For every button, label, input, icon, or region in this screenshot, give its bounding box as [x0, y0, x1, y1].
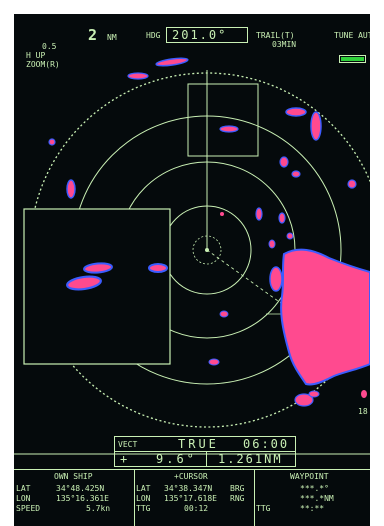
tune-level-bar[interactable]	[339, 55, 366, 63]
cursor-lon-value: 135°17.618E	[164, 494, 217, 503]
echo-s-1	[219, 310, 229, 318]
tune-level-fill	[341, 57, 364, 61]
vector-box-mid-divider	[206, 452, 207, 466]
footer-divider-1	[134, 469, 135, 526]
range-unit: NM	[107, 33, 117, 42]
trail-time: 03MIN	[272, 40, 297, 49]
orientation-mode[interactable]: H UP	[26, 51, 46, 60]
vector-label: VECT	[118, 440, 138, 449]
radar-display[interactable]	[14, 14, 370, 526]
cursor-symbol: +	[120, 452, 128, 466]
echo-nw-1	[155, 57, 189, 67]
waypoint-ttg-value: **:**	[300, 504, 325, 513]
waypoint-ttg-label: TTG	[256, 504, 271, 513]
echo-c-1	[255, 207, 263, 221]
range-value: 2	[88, 26, 98, 44]
own-ship-lat-label: LAT	[16, 484, 31, 493]
zoom-source-box	[187, 83, 259, 157]
radar-screen: 2 NM 0.5 H UP ZOOM(R) HDG 201.0° TRAIL(T…	[14, 14, 370, 526]
echo-se-1	[294, 393, 314, 407]
echo-ne-2	[310, 111, 322, 141]
echo-ne-4	[291, 170, 301, 178]
cursor-ttg-label: TTG	[136, 504, 151, 513]
own-ship-marker	[205, 248, 209, 252]
echo-c-5	[220, 212, 224, 216]
hdg-label: HDG	[146, 31, 161, 40]
echo-c-4	[286, 232, 294, 240]
tune-label[interactable]: TUNE AUTO	[334, 31, 370, 40]
cursor-lat-value: 34°38.347N	[164, 484, 213, 493]
side-number: 18	[358, 407, 368, 416]
own-ship-header: OWN SHIP	[54, 472, 93, 481]
echo-coast-3	[308, 390, 320, 398]
waypoint-header: WAYPOINT	[290, 472, 329, 481]
cursor-lat-label: LAT	[136, 484, 151, 493]
cursor-lon-label: LON	[136, 494, 151, 503]
echo-c-3	[268, 239, 276, 249]
hdg-box: 201.0°	[166, 27, 248, 43]
ring-interval: 0.5	[42, 42, 57, 51]
cursor-bearing: 9.6°	[156, 452, 197, 466]
vector-box-divider-line	[114, 451, 295, 452]
hdg-value: 201.0°	[172, 28, 228, 42]
cursor-range: 1.261NM	[218, 452, 283, 466]
echo-c-2	[278, 212, 286, 224]
zoom-echo-1	[83, 262, 113, 274]
cursor-header: +CURSOR	[174, 472, 208, 481]
echo-s-2	[208, 358, 220, 366]
vector-time[interactable]: 06:00	[243, 437, 290, 451]
footer-top-line	[14, 469, 370, 470]
own-ship-lat-value: 34°48.425N	[56, 484, 105, 493]
waypoint-rng-value: ***.*NM	[300, 494, 334, 503]
echo-zoom-target	[219, 125, 239, 133]
echo-w-1	[66, 179, 76, 199]
zoom-mode[interactable]: ZOOM(R)	[26, 60, 60, 69]
echo-n-1	[127, 72, 149, 80]
echo-ne-1	[285, 107, 307, 117]
echo-ne-3	[279, 156, 289, 168]
footer-divider-2	[254, 469, 255, 526]
echo-ne-5	[347, 179, 357, 189]
cursor-ttg-value: 00:12	[184, 504, 209, 513]
vector-mode[interactable]: TRUE	[178, 437, 219, 451]
zoom-echo-2	[66, 275, 102, 291]
zoom-echo-3	[148, 263, 168, 273]
echo-coastline	[280, 248, 370, 386]
trail-label[interactable]: TRAIL(T)	[256, 31, 295, 40]
waypoint-rng-label: RNG	[230, 494, 245, 503]
own-ship-lon-label: LON	[16, 494, 31, 503]
waypoint-brg-label: BRG	[230, 484, 245, 493]
own-ship-speed-value: 5.7kn	[86, 504, 111, 513]
echo-coast-2	[269, 266, 283, 292]
own-ship-lon-value: 135°16.361E	[56, 494, 109, 503]
echo-w-2	[48, 138, 56, 146]
echo-far-e	[361, 390, 367, 398]
own-ship-speed-label: SPEED	[16, 504, 41, 513]
zoom-window	[23, 208, 171, 365]
radar-echoes	[48, 57, 370, 407]
waypoint-brg-value: ***.*°	[300, 484, 329, 493]
